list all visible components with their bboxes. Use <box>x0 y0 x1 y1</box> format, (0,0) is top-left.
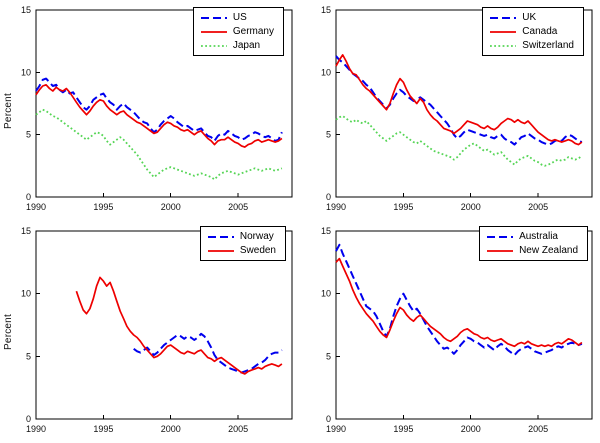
x-tick-label: 1995 <box>393 424 413 434</box>
x-tick-label: 2005 <box>528 424 548 434</box>
legend-line-sample <box>490 16 517 19</box>
x-tick-label: 2000 <box>161 202 181 212</box>
canada-line <box>335 54 583 146</box>
legend-entry-new-zealand: New Zealand <box>487 245 578 256</box>
legend-label: Japan <box>232 40 261 51</box>
x-tick-label: 2005 <box>528 202 548 212</box>
y-tick-label: 5 <box>26 130 31 140</box>
legend-label: Canada <box>522 26 558 37</box>
chart-australia-new-zealand: 1990 1995 2000 2005 0 5 10 15 Australia New Zeal… <box>300 221 600 443</box>
legend: Norway Sweden <box>199 226 286 261</box>
legend-entry-norway: Norway <box>207 231 276 242</box>
new-zealand-line <box>335 257 583 348</box>
legend-label: Australia <box>519 231 558 242</box>
y-tick-label: 10 <box>21 289 31 299</box>
y-tick-label: 0 <box>326 414 331 424</box>
x-tick-label: 1990 <box>326 202 346 212</box>
plot-area: 1990 1995 2000 2005 0 5 10 15 <box>21 5 293 212</box>
switzerland-line <box>335 115 583 167</box>
legend-entry-uk: UK <box>490 12 574 23</box>
legend-label: Sweden <box>239 245 276 256</box>
us-line <box>35 77 283 142</box>
y-tick-label: 5 <box>326 351 331 361</box>
chart-norway-sweden: Percent 1990 1995 2000 2005 0 5 10 15 Norway Swe… <box>0 221 300 443</box>
legend-line-sample <box>490 44 517 47</box>
legend-line-sample <box>207 249 234 252</box>
legend-line-sample <box>207 235 234 238</box>
y-tick-label: 0 <box>26 414 31 424</box>
legend-label: UK <box>522 12 537 23</box>
x-tick-label: 2005 <box>228 202 248 212</box>
x-tick-label: 2000 <box>461 424 481 434</box>
y-tick-label: 0 <box>26 192 31 202</box>
legend: Australia New Zealand <box>479 226 588 261</box>
y-tick-label: 10 <box>321 289 331 299</box>
axes-box <box>35 230 293 420</box>
x-tick-label: 2000 <box>161 424 181 434</box>
sweden-line <box>75 276 283 375</box>
legend-entry-canada: Canada <box>490 26 574 37</box>
legend-label: Switzerland <box>522 40 574 51</box>
y-tick-label: 10 <box>321 67 331 77</box>
y-tick-label: 10 <box>21 67 31 77</box>
legend: US Germany Japan <box>192 7 284 56</box>
japan-line <box>35 108 283 181</box>
y-tick-label: 15 <box>21 226 31 236</box>
germany-line <box>35 83 283 148</box>
chart-us-germany-japan: Percent 1990 1995 2000 2005 0 5 10 15 US Germany… <box>0 0 300 221</box>
legend-entry-germany: Germany <box>200 26 274 37</box>
legend-entry-sweden: Sweden <box>207 245 276 256</box>
x-tick-label: 2005 <box>228 424 248 434</box>
legend-line-sample <box>200 44 227 47</box>
y-tick-label: 5 <box>26 351 31 361</box>
chart-uk-canada-switzerland: 1990 1995 2000 2005 0 5 10 15 UK Canada Switzerla… <box>300 0 600 221</box>
y-tick-label: 5 <box>326 130 331 140</box>
legend-line-sample <box>490 30 517 33</box>
x-tick-label: 1990 <box>26 202 46 212</box>
y-tick-label: 15 <box>321 226 331 236</box>
uk-line <box>335 55 583 146</box>
legend-label: Norway <box>239 231 274 242</box>
legend: UK Canada Switzerland <box>482 7 584 56</box>
x-tick-label: 1995 <box>393 202 413 212</box>
x-tick-label: 1995 <box>93 424 113 434</box>
x-tick-label: 2000 <box>461 202 481 212</box>
x-tick-label: 1995 <box>93 202 113 212</box>
axes-box <box>335 230 593 420</box>
legend-line-sample <box>487 235 514 238</box>
legend-line-sample <box>200 16 227 19</box>
plot-area: 1990 1995 2000 2005 0 5 10 15 <box>321 226 593 434</box>
legend-label: New Zealand <box>519 245 578 256</box>
plot-area: 1990 1995 2000 2005 0 5 10 15 <box>21 226 293 434</box>
legend-entry-switzerland: Switzerland <box>490 40 574 51</box>
axes-box <box>35 9 293 198</box>
legend-entry-us: US <box>200 12 274 23</box>
x-tick-label: 1990 <box>326 424 346 434</box>
y-tick-label: 15 <box>321 5 331 15</box>
norway-line <box>133 332 283 374</box>
y-tick-label: 15 <box>21 5 31 15</box>
legend-entry-australia: Australia <box>487 231 578 242</box>
plot-area: 1990 1995 2000 2005 0 5 10 15 <box>321 5 593 212</box>
y-tick-label: 0 <box>326 192 331 202</box>
legend-line-sample <box>200 30 227 33</box>
legend-label: US <box>232 12 247 23</box>
legend-line-sample <box>487 249 514 252</box>
axes-box <box>335 9 593 198</box>
legend-entry-japan: Japan <box>200 40 274 51</box>
australia-line <box>335 243 583 357</box>
legend-label: Germany <box>232 26 274 37</box>
x-tick-label: 1990 <box>26 424 46 434</box>
